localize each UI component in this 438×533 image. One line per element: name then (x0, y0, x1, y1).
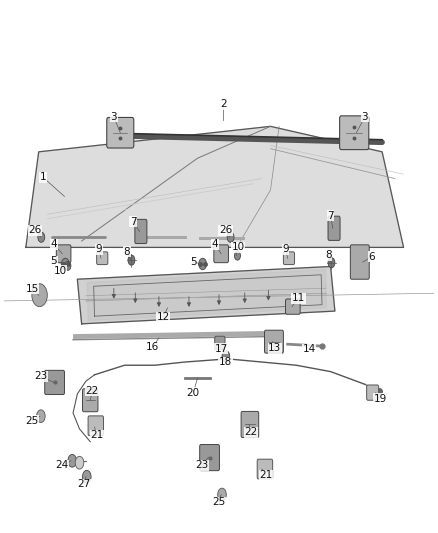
Text: 5: 5 (190, 257, 197, 267)
Text: 7: 7 (327, 211, 334, 221)
Text: 25: 25 (26, 416, 39, 426)
Text: 14: 14 (303, 344, 316, 354)
FancyBboxPatch shape (215, 336, 225, 350)
Circle shape (32, 284, 47, 306)
Text: 16: 16 (146, 342, 159, 352)
Circle shape (61, 258, 69, 270)
Circle shape (82, 470, 91, 483)
FancyBboxPatch shape (135, 220, 147, 244)
FancyBboxPatch shape (97, 252, 108, 264)
Text: 22: 22 (244, 427, 258, 437)
FancyBboxPatch shape (107, 117, 134, 148)
Circle shape (37, 410, 45, 423)
Circle shape (38, 232, 45, 243)
Circle shape (222, 351, 230, 362)
Polygon shape (78, 266, 335, 324)
Polygon shape (26, 126, 403, 247)
Circle shape (65, 261, 71, 270)
Text: 21: 21 (260, 471, 273, 480)
FancyBboxPatch shape (241, 411, 259, 438)
FancyBboxPatch shape (339, 116, 369, 150)
Circle shape (68, 455, 77, 467)
FancyBboxPatch shape (350, 245, 369, 279)
Text: 2: 2 (220, 99, 226, 109)
FancyBboxPatch shape (367, 385, 379, 400)
Text: 8: 8 (325, 250, 332, 260)
Circle shape (199, 258, 207, 270)
FancyBboxPatch shape (265, 330, 283, 353)
Circle shape (328, 257, 335, 268)
Text: 18: 18 (219, 357, 232, 367)
Text: 6: 6 (368, 252, 374, 262)
Text: 10: 10 (53, 266, 67, 276)
FancyBboxPatch shape (200, 445, 219, 471)
Circle shape (218, 488, 226, 501)
Text: 23: 23 (34, 371, 47, 381)
Text: 13: 13 (268, 343, 282, 353)
Text: 12: 12 (156, 312, 170, 322)
FancyBboxPatch shape (88, 416, 103, 435)
Text: 7: 7 (130, 217, 137, 227)
Text: 9: 9 (95, 244, 102, 254)
Text: 11: 11 (292, 293, 305, 303)
Text: 4: 4 (50, 239, 57, 249)
Text: 4: 4 (212, 239, 218, 249)
Text: 19: 19 (373, 394, 387, 404)
Text: 26: 26 (28, 225, 42, 235)
Circle shape (128, 255, 135, 265)
FancyBboxPatch shape (214, 245, 229, 263)
FancyBboxPatch shape (283, 252, 294, 264)
FancyBboxPatch shape (57, 245, 71, 263)
Text: 23: 23 (195, 460, 208, 470)
Circle shape (75, 456, 84, 469)
Text: 3: 3 (362, 112, 368, 122)
Text: 26: 26 (219, 225, 232, 235)
Text: 24: 24 (56, 460, 69, 470)
Text: 17: 17 (215, 344, 228, 354)
Text: 9: 9 (282, 244, 289, 254)
FancyBboxPatch shape (82, 389, 98, 411)
Text: 21: 21 (90, 430, 103, 440)
Polygon shape (87, 270, 326, 321)
FancyBboxPatch shape (328, 216, 340, 240)
FancyBboxPatch shape (257, 459, 272, 479)
Text: 3: 3 (110, 112, 117, 122)
Text: 8: 8 (124, 247, 130, 257)
Text: 27: 27 (77, 479, 90, 489)
Text: 5: 5 (50, 256, 57, 266)
Text: 10: 10 (232, 243, 245, 253)
Text: 22: 22 (86, 386, 99, 395)
Text: 20: 20 (187, 387, 200, 398)
Text: 25: 25 (212, 497, 226, 507)
Text: 1: 1 (40, 172, 46, 182)
FancyBboxPatch shape (45, 370, 64, 394)
FancyBboxPatch shape (286, 299, 300, 314)
Circle shape (227, 232, 234, 243)
Circle shape (234, 251, 240, 260)
Text: 15: 15 (26, 284, 39, 294)
